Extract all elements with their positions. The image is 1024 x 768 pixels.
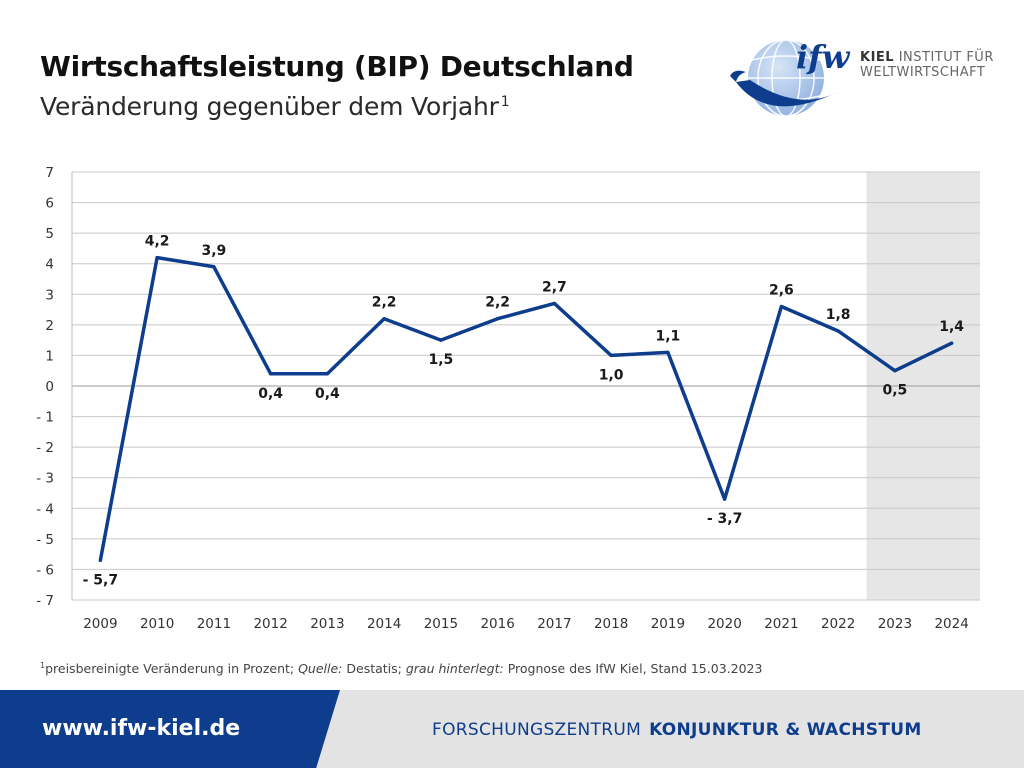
footer-center-bold: KONJUNKTUR & WACHSTUM: [649, 720, 922, 740]
y-tick-label: - 4: [36, 501, 54, 517]
data-label: 0,4: [258, 386, 283, 402]
subtitle-footnote-mark: 1: [500, 94, 510, 110]
x-tick-label: 2023: [878, 616, 912, 632]
y-tick-label: 1: [45, 348, 54, 364]
x-tick-label: 2018: [594, 616, 628, 632]
data-point: [98, 558, 102, 562]
data-point: [950, 341, 954, 345]
data-label: - 5,7: [83, 572, 119, 588]
chart-title: Wirtschaftsleistung (BIP) Deutschland: [40, 50, 634, 83]
x-tick-label: 2010: [140, 616, 174, 632]
logo-line1-rest: INSTITUT FÜR: [898, 50, 994, 65]
data-label: 1,4: [939, 319, 964, 335]
y-tick-label: 5: [45, 226, 54, 242]
logo-wordmark: ifw: [796, 38, 851, 76]
data-point: [723, 497, 727, 501]
data-point: [836, 329, 840, 333]
data-point: [325, 372, 329, 376]
footnote: 1preisbereinigte Veränderung in Prozent;…: [40, 661, 762, 676]
y-tick-label: - 5: [36, 532, 54, 548]
y-tick-label: 7: [45, 165, 54, 181]
logo-line1-bold: KIEL: [860, 50, 895, 65]
y-tick-label: - 2: [36, 440, 54, 456]
x-tick-label: 2024: [934, 616, 968, 632]
data-label: 3,9: [201, 243, 226, 259]
data-label: 0,4: [315, 386, 340, 402]
x-tick-label: 2017: [537, 616, 571, 632]
data-point: [893, 369, 897, 373]
footnote-shading-label: grau hinterlegt:: [405, 661, 504, 677]
data-label: - 3,7: [707, 511, 743, 527]
y-tick-label: - 7: [36, 593, 54, 609]
footer-research-center: FORSCHUNGSZENTRUM KONJUNKTUR & WACHSTUM: [432, 720, 922, 740]
chart-subtitle: Veränderung gegenüber dem Vorjahr 1: [40, 92, 510, 121]
data-point: [609, 353, 613, 358]
footnote-mark: 1: [40, 661, 46, 670]
y-tick-label: 0: [45, 379, 54, 395]
data-label: 2,6: [769, 283, 794, 299]
footer-left-panel: [0, 690, 340, 768]
data-label: 1,5: [428, 352, 453, 368]
y-tick-label: - 3: [36, 471, 54, 487]
y-tick-label: 2: [45, 318, 54, 334]
y-tick-label: - 6: [36, 562, 54, 578]
data-label: 0,5: [882, 383, 907, 399]
x-tick-label: 2020: [707, 616, 741, 632]
data-label: 2,7: [542, 279, 567, 295]
y-tick-label: 6: [45, 196, 54, 212]
y-tick-label: 4: [45, 257, 54, 273]
data-point: [779, 304, 783, 309]
data-label: 2,2: [372, 295, 397, 311]
data-point: [666, 350, 670, 354]
data-label: 1,8: [826, 307, 851, 323]
y-tick-label: 3: [45, 287, 54, 303]
logo-line2: WELTWIRTSCHAFT: [860, 65, 986, 80]
data-point: [496, 317, 500, 321]
footnote-source-label: Quelle:: [298, 661, 343, 677]
data-label: 1,1: [655, 328, 680, 344]
y-tick-label: - 1: [36, 410, 54, 426]
footer-center-light: FORSCHUNGSZENTRUM: [432, 720, 642, 740]
x-tick-label: 2019: [651, 616, 685, 632]
footer-website-link[interactable]: www.ifw-kiel.de: [42, 716, 241, 741]
x-tick-label: 2013: [310, 616, 344, 632]
data-label: 4,2: [145, 234, 170, 250]
x-tick-label: 2014: [367, 616, 401, 632]
x-tick-label: 2021: [764, 616, 798, 632]
series-line: [98, 255, 954, 563]
footnote-text-1: preisbereinigte Veränderung in Prozent;: [45, 661, 299, 677]
x-tick-label: 2009: [83, 616, 117, 632]
x-tick-label: 2015: [424, 616, 458, 632]
footnote-text-2: Destatis;: [342, 661, 406, 677]
data-point: [439, 338, 443, 342]
globe-logo-icon: ifw: [730, 38, 851, 117]
data-label: 2,2: [485, 295, 510, 311]
logo-text: KIEL INSTITUT FÜR WELTWIRTSCHAFT: [860, 50, 994, 80]
data-label: 1,0: [599, 367, 624, 383]
data-point: [155, 256, 159, 260]
x-tick-label: 2022: [821, 616, 855, 632]
x-tick-label: 2012: [253, 616, 287, 632]
data-point: [552, 301, 556, 306]
data-point: [269, 372, 273, 376]
footnote-text-3: Prognose des IfW Kiel, Stand 15.03.2023: [503, 661, 763, 677]
data-point: [382, 317, 386, 321]
x-tick-label: 2011: [197, 616, 231, 632]
line-chart: 7 6 5 4 3 2 1 0 - 1 - 2 - 3 - 4 - 5 - 6 - 7 2009 2010 201…: [36, 165, 980, 632]
subtitle-text: Veränderung gegenüber dem Vorjahr: [40, 92, 499, 121]
data-point: [212, 265, 216, 269]
x-tick-label: 2016: [480, 616, 514, 632]
